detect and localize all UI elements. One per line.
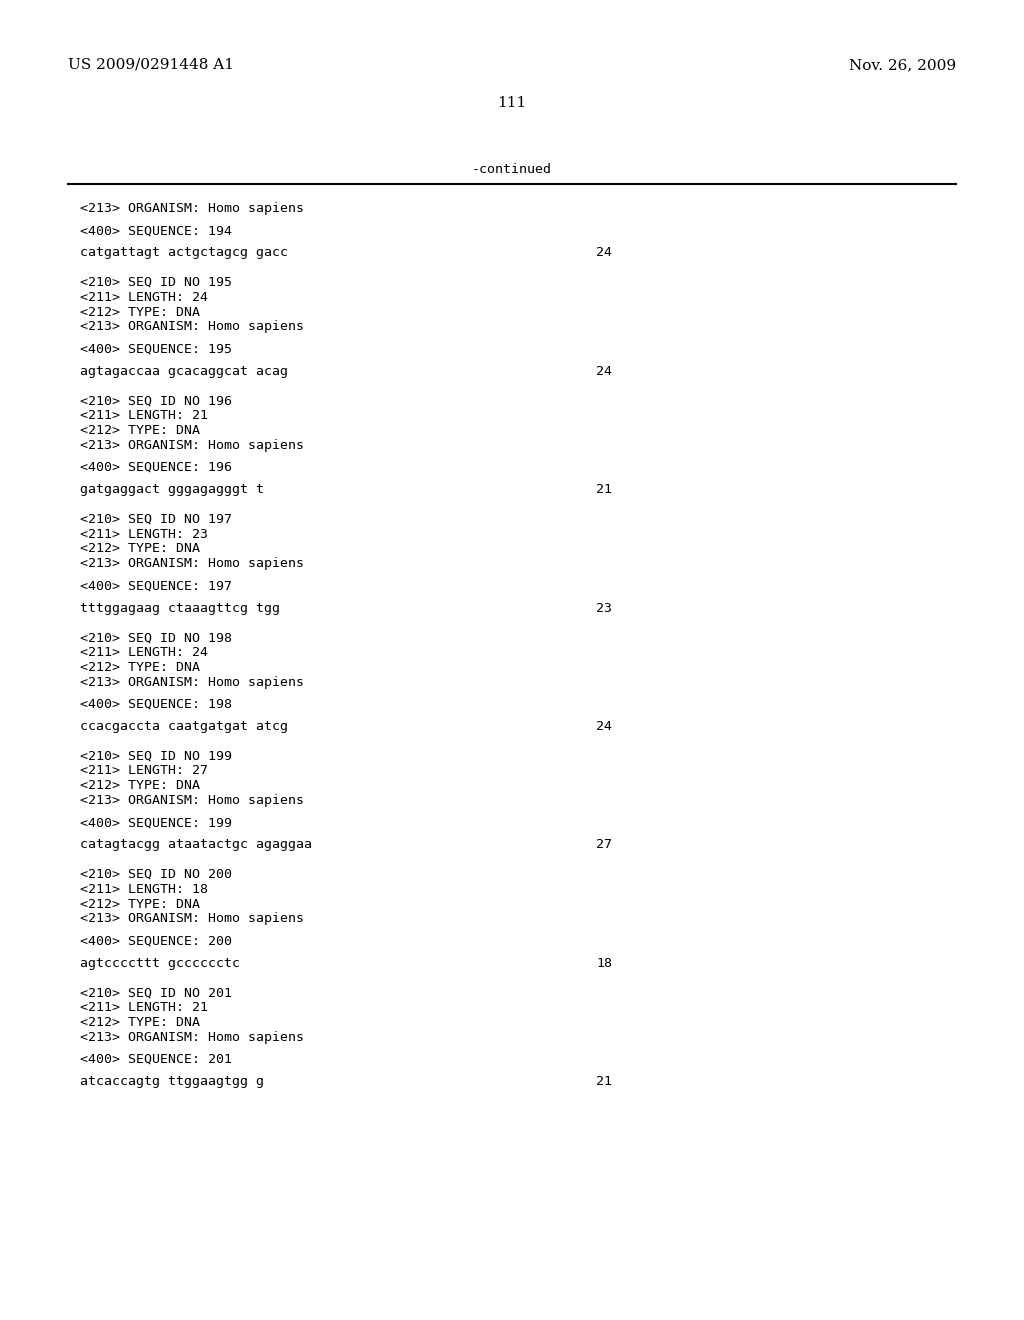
Text: agtagaccaa gcacaggcat acag: agtagaccaa gcacaggcat acag xyxy=(80,364,288,378)
Text: <213> ORGANISM: Homo sapiens: <213> ORGANISM: Homo sapiens xyxy=(80,912,304,925)
Text: atcaccagtg ttggaagtgg g: atcaccagtg ttggaagtgg g xyxy=(80,1076,264,1088)
Text: <210> SEQ ID NO 201: <210> SEQ ID NO 201 xyxy=(80,986,232,999)
Text: <213> ORGANISM: Homo sapiens: <213> ORGANISM: Homo sapiens xyxy=(80,202,304,215)
Text: ccacgaccta caatgatgat atcg: ccacgaccta caatgatgat atcg xyxy=(80,719,288,733)
Text: 18: 18 xyxy=(596,957,612,970)
Text: tttggagaag ctaaagttcg tgg: tttggagaag ctaaagttcg tgg xyxy=(80,602,280,615)
Text: <210> SEQ ID NO 196: <210> SEQ ID NO 196 xyxy=(80,395,232,408)
Text: <213> ORGANISM: Homo sapiens: <213> ORGANISM: Homo sapiens xyxy=(80,321,304,334)
Text: <213> ORGANISM: Homo sapiens: <213> ORGANISM: Homo sapiens xyxy=(80,1031,304,1044)
Text: 21: 21 xyxy=(596,483,612,496)
Text: <210> SEQ ID NO 198: <210> SEQ ID NO 198 xyxy=(80,631,232,644)
Text: <400> SEQUENCE: 197: <400> SEQUENCE: 197 xyxy=(80,579,232,593)
Text: agtccccttt gcccccctc: agtccccttt gcccccctc xyxy=(80,957,240,970)
Text: 24: 24 xyxy=(596,364,612,378)
Text: 23: 23 xyxy=(596,602,612,615)
Text: <212> TYPE: DNA: <212> TYPE: DNA xyxy=(80,543,200,556)
Text: <400> SEQUENCE: 199: <400> SEQUENCE: 199 xyxy=(80,816,232,829)
Text: <212> TYPE: DNA: <212> TYPE: DNA xyxy=(80,424,200,437)
Text: <210> SEQ ID NO 195: <210> SEQ ID NO 195 xyxy=(80,276,232,289)
Text: -continued: -continued xyxy=(472,162,552,176)
Text: <400> SEQUENCE: 194: <400> SEQUENCE: 194 xyxy=(80,224,232,238)
Text: <400> SEQUENCE: 195: <400> SEQUENCE: 195 xyxy=(80,343,232,355)
Text: <212> TYPE: DNA: <212> TYPE: DNA xyxy=(80,661,200,673)
Text: <211> LENGTH: 24: <211> LENGTH: 24 xyxy=(80,645,208,659)
Text: 111: 111 xyxy=(498,96,526,110)
Text: 27: 27 xyxy=(596,838,612,851)
Text: 24: 24 xyxy=(596,247,612,260)
Text: <400> SEQUENCE: 201: <400> SEQUENCE: 201 xyxy=(80,1053,232,1067)
Text: <210> SEQ ID NO 199: <210> SEQ ID NO 199 xyxy=(80,750,232,763)
Text: <212> TYPE: DNA: <212> TYPE: DNA xyxy=(80,779,200,792)
Text: gatgaggact gggagagggt t: gatgaggact gggagagggt t xyxy=(80,483,264,496)
Text: <213> ORGANISM: Homo sapiens: <213> ORGANISM: Homo sapiens xyxy=(80,438,304,451)
Text: <210> SEQ ID NO 200: <210> SEQ ID NO 200 xyxy=(80,869,232,880)
Text: <213> ORGANISM: Homo sapiens: <213> ORGANISM: Homo sapiens xyxy=(80,557,304,570)
Text: <211> LENGTH: 27: <211> LENGTH: 27 xyxy=(80,764,208,777)
Text: <400> SEQUENCE: 196: <400> SEQUENCE: 196 xyxy=(80,461,232,474)
Text: <212> TYPE: DNA: <212> TYPE: DNA xyxy=(80,898,200,911)
Text: US 2009/0291448 A1: US 2009/0291448 A1 xyxy=(68,58,234,73)
Text: <213> ORGANISM: Homo sapiens: <213> ORGANISM: Homo sapiens xyxy=(80,676,304,689)
Text: <400> SEQUENCE: 200: <400> SEQUENCE: 200 xyxy=(80,935,232,948)
Text: <212> TYPE: DNA: <212> TYPE: DNA xyxy=(80,1016,200,1030)
Text: 24: 24 xyxy=(596,719,612,733)
Text: 21: 21 xyxy=(596,1076,612,1088)
Text: catgattagt actgctagcg gacc: catgattagt actgctagcg gacc xyxy=(80,247,288,260)
Text: <211> LENGTH: 23: <211> LENGTH: 23 xyxy=(80,528,208,541)
Text: Nov. 26, 2009: Nov. 26, 2009 xyxy=(849,58,956,73)
Text: <211> LENGTH: 18: <211> LENGTH: 18 xyxy=(80,883,208,896)
Text: <211> LENGTH: 24: <211> LENGTH: 24 xyxy=(80,290,208,304)
Text: <213> ORGANISM: Homo sapiens: <213> ORGANISM: Homo sapiens xyxy=(80,795,304,807)
Text: <400> SEQUENCE: 198: <400> SEQUENCE: 198 xyxy=(80,698,232,710)
Text: <211> LENGTH: 21: <211> LENGTH: 21 xyxy=(80,409,208,422)
Text: <210> SEQ ID NO 197: <210> SEQ ID NO 197 xyxy=(80,512,232,525)
Text: <212> TYPE: DNA: <212> TYPE: DNA xyxy=(80,306,200,318)
Text: catagtacgg ataatactgc agaggaa: catagtacgg ataatactgc agaggaa xyxy=(80,838,312,851)
Text: <211> LENGTH: 21: <211> LENGTH: 21 xyxy=(80,1001,208,1014)
